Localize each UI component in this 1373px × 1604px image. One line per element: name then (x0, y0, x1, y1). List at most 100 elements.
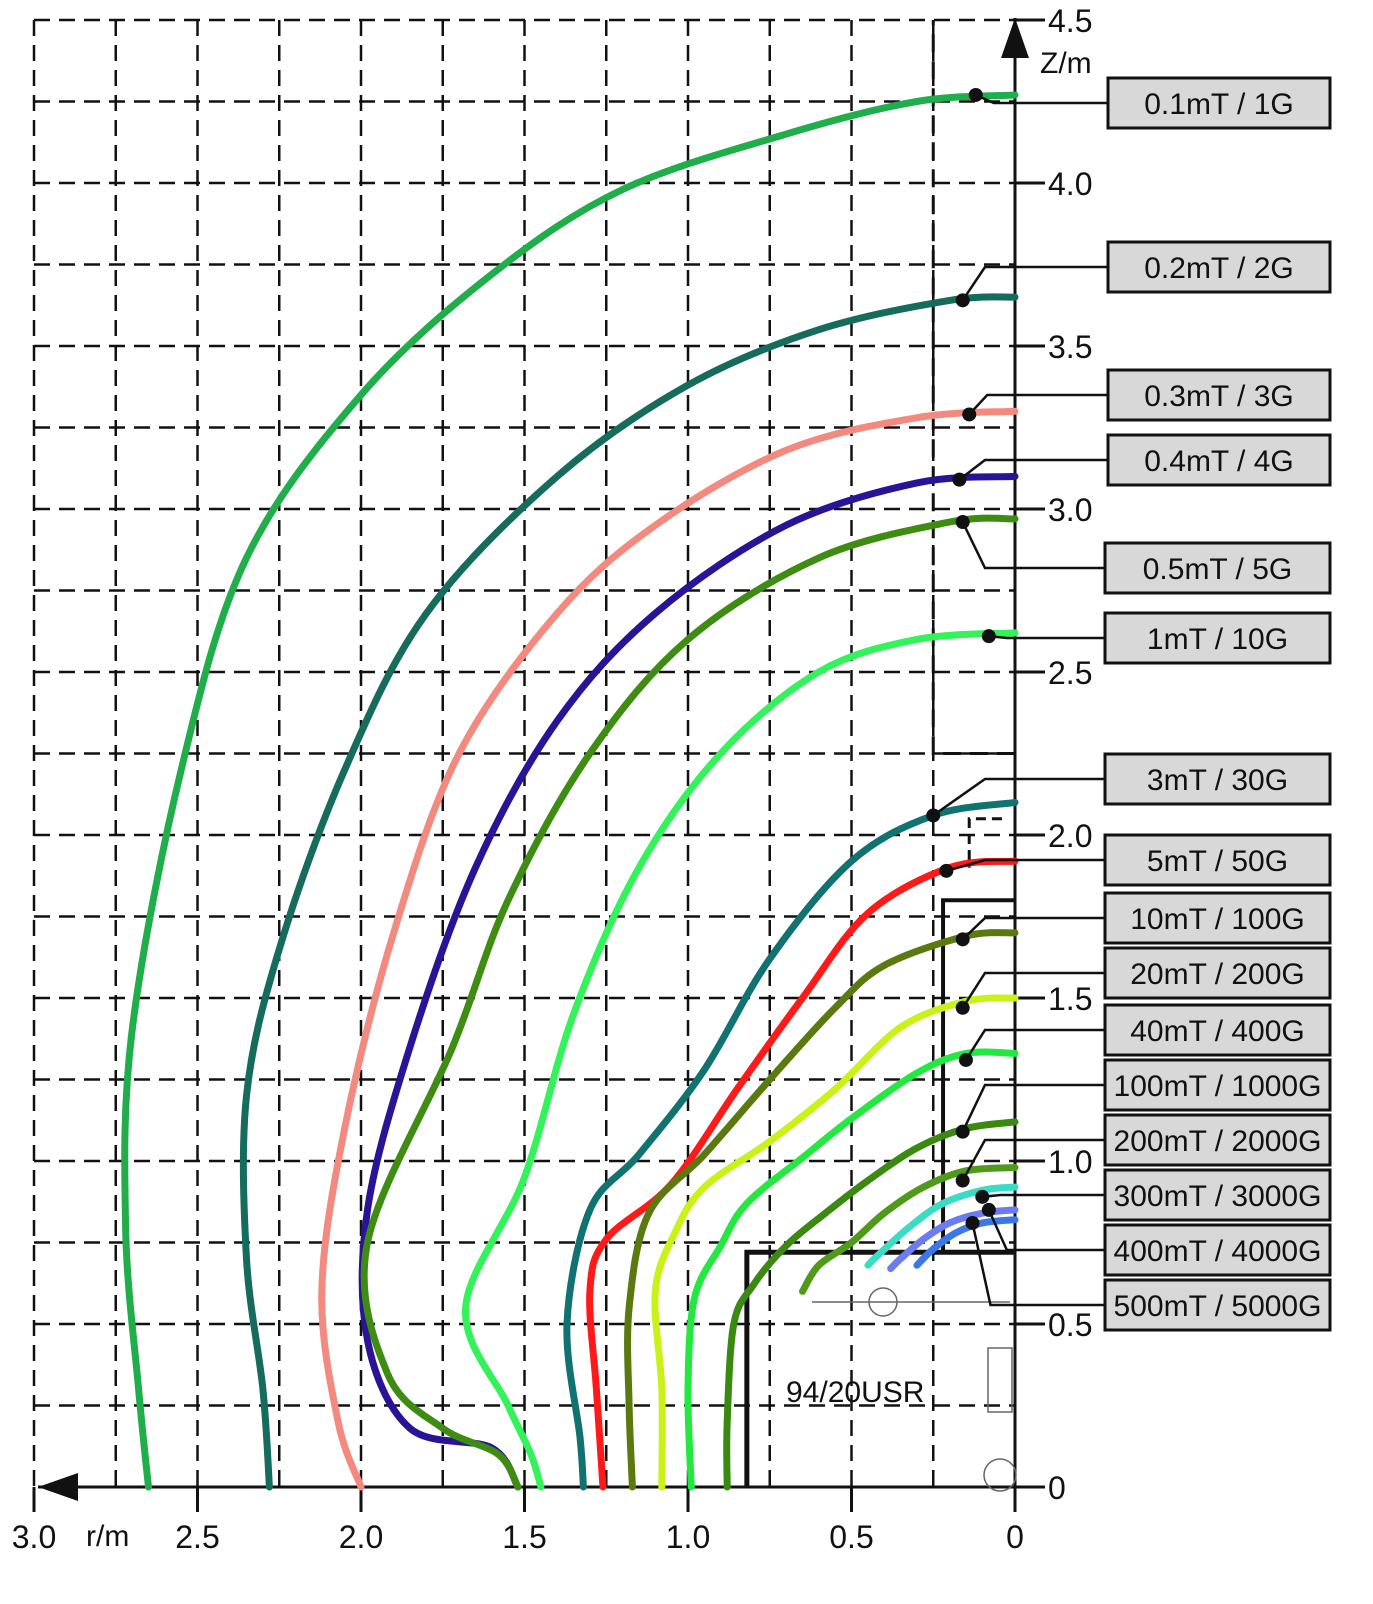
marker-dot (955, 515, 970, 530)
legend-box (1103, 1058, 1332, 1112)
marker-dot (955, 293, 970, 308)
legend-label: 200mT / 2000G (1114, 1125, 1322, 1158)
dashed-boundary (931, 20, 1015, 755)
x-tick-label: 1.0 (666, 1519, 710, 1555)
x-tick-label: 1.5 (502, 1519, 546, 1555)
legend-label: 0.2mT / 2G (1144, 252, 1294, 285)
marker-dot (955, 1000, 970, 1015)
legend-label: 20mT / 200G (1130, 958, 1305, 991)
field-line-4 (360, 514, 1019, 1491)
leader-line (961, 1083, 1105, 1133)
legend-label: 300mT / 3000G (1114, 1180, 1322, 1213)
marker-dot (968, 87, 983, 102)
marker-dot (926, 808, 941, 823)
legend-label: 500mT / 5000G (1114, 1290, 1322, 1323)
y-tick-label: 1.0 (1048, 1144, 1092, 1180)
legend-box (1103, 752, 1332, 806)
x-tick-label: 2.0 (339, 1519, 383, 1555)
field-line-15 (913, 1216, 1019, 1269)
y-tick-label: 2.0 (1048, 818, 1092, 854)
legend: 0.1mT / 1G 0.2mT / 2G 0.3mT / 3G 0.4mT / 4G… (926, 76, 1332, 1332)
z-axis-arrow-icon (1001, 18, 1029, 58)
legend-box (1103, 1113, 1332, 1167)
legend-label: 5mT / 50G (1147, 845, 1288, 878)
legend-box (1103, 946, 1332, 1000)
magnet-detail (868, 1287, 898, 1317)
legend-label: 0.4mT / 4G (1144, 445, 1294, 478)
marker-dot (955, 1124, 970, 1139)
leader-line (971, 1222, 1105, 1307)
field-line-13 (864, 1183, 1019, 1269)
field-line-12 (799, 1164, 1019, 1295)
leader-line (968, 393, 1108, 416)
axes: 0 0.5 1.0 1.5 2.0 2.5 3.0 3.5 4.0 4.5 3.0 2.5 2.0 1.5… (12, 3, 1093, 1555)
leader-line (961, 1138, 1105, 1182)
y-tick-label: 4.5 (1048, 3, 1092, 39)
dashed-boundaries (931, 20, 1015, 868)
legend-box (1103, 1003, 1332, 1057)
marker-dot (962, 407, 977, 422)
legend-label: 0.1mT / 1G (1144, 88, 1294, 121)
marker-dot (981, 1202, 996, 1217)
legend-box (1103, 611, 1332, 665)
field-curves (121, 91, 1019, 1491)
leader-line (961, 971, 1105, 1009)
marker-dot (975, 1189, 990, 1204)
grid (32, 18, 1015, 1487)
legend-label: 100mT / 1000G (1114, 1070, 1322, 1103)
field-line-7 (586, 857, 1019, 1491)
field-line-5 (462, 629, 1019, 1491)
x-tick-label: 2.5 (175, 1519, 219, 1555)
legend-box (1103, 891, 1332, 945)
x-axis-label: r/m (86, 1520, 129, 1553)
legend-box (1103, 833, 1332, 887)
leader-line (945, 858, 1105, 873)
field-line-1 (239, 293, 1019, 1491)
marker-dot (965, 1215, 980, 1230)
legend-label: 3mT / 30G (1147, 764, 1288, 797)
x-tick-label: 3.0 (12, 1519, 56, 1555)
marker-dot (939, 863, 954, 878)
y-tick-label: 0 (1048, 1470, 1066, 1506)
y-tick-label: 3.5 (1048, 329, 1092, 365)
magnet-detail (987, 1347, 1013, 1413)
leader-line (961, 265, 1108, 302)
field-line-0 (121, 91, 1019, 1491)
field-line-6 (563, 798, 1019, 1491)
field-line-8 (624, 929, 1019, 1491)
field-line-2 (318, 407, 1019, 1491)
marker-dot (952, 472, 967, 487)
marker-dot (955, 932, 970, 947)
legend-box (1103, 1168, 1332, 1222)
leader-line (932, 777, 1105, 817)
legend-box (1103, 1278, 1332, 1332)
y-tick-label: 2.5 (1048, 655, 1092, 691)
y-tick-label: 1.5 (1048, 981, 1092, 1017)
legend-box (1106, 368, 1332, 422)
legend-label: 1mT / 10G (1147, 623, 1288, 656)
legend-box (1106, 76, 1332, 130)
legend-label: 40mT / 400G (1130, 1015, 1305, 1048)
magnet-detail (983, 1458, 1017, 1492)
legend-label: 400mT / 4000G (1114, 1235, 1322, 1268)
legend-box (1103, 541, 1332, 595)
dashed-boundary (967, 817, 1002, 868)
field-line-10 (684, 1048, 1019, 1491)
y-tick-label: 4.0 (1048, 166, 1092, 202)
legend-box (1106, 240, 1332, 294)
x-tick-label: 0.5 (829, 1519, 873, 1555)
leader-line (961, 521, 1105, 570)
r-axis-arrow-icon (38, 1473, 78, 1501)
y-tick-label: 3.0 (1048, 492, 1092, 528)
x-tick-label: 0 (1006, 1519, 1024, 1555)
marker-dot (955, 1173, 970, 1188)
legend-label: 10mT / 100G (1130, 903, 1305, 936)
field-line-3 (358, 472, 1019, 1491)
leader-line (982, 1193, 1105, 1199)
y-tick-label: 0.5 (1048, 1307, 1092, 1343)
legend-box (1106, 433, 1332, 487)
marker-dot (981, 629, 996, 644)
magnet-label: 94/20USR (786, 1376, 924, 1409)
y-axis-label: Z/m (1040, 47, 1092, 80)
